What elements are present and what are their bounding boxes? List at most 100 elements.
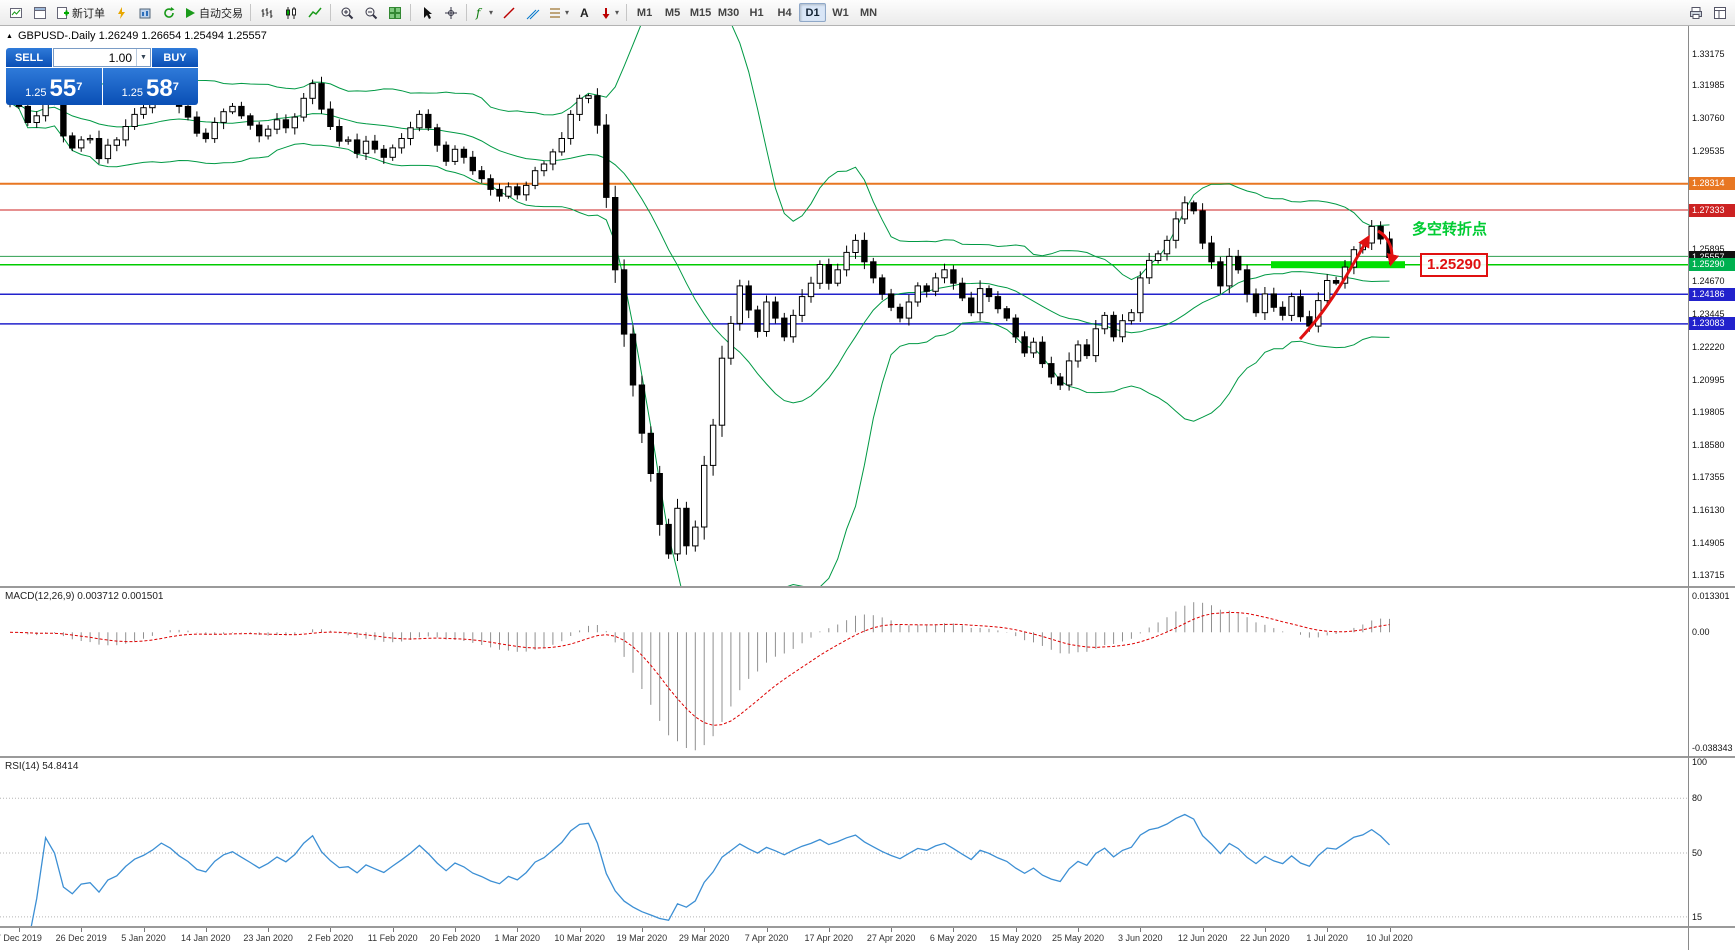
- price-axis-label: 1.29535: [1692, 146, 1725, 156]
- date-label: 2 Feb 2020: [307, 933, 354, 943]
- timeframe-button-D1[interactable]: D1: [799, 3, 827, 22]
- refresh-icon: [163, 6, 174, 18]
- date-tick: [18, 928, 20, 932]
- expand-quote-icon[interactable]: ▲: [6, 32, 13, 40]
- date-label: 19 Mar 2020: [616, 933, 668, 943]
- toolbar-right-group: [1684, 2, 1731, 23]
- price-axis-label: 1.31985: [1692, 80, 1725, 91]
- zoom-in-button[interactable]: [335, 2, 358, 23]
- date-tick: [1389, 928, 1391, 932]
- market-watch-button[interactable]: [109, 2, 132, 23]
- timeframe-button-M1[interactable]: M1: [636, 6, 653, 19]
- date-label: 26 Dec 2019: [55, 933, 107, 943]
- date-label: 7 Apr 2020: [744, 933, 789, 943]
- timeframe-button-W1[interactable]: W1: [832, 6, 849, 19]
- date-tick: [1078, 928, 1079, 932]
- toolbar-separator: [330, 4, 331, 21]
- price-axis-label: 1.19805: [1692, 406, 1725, 417]
- rsi-level-lines: [0, 797, 1688, 918]
- price-chart-panel[interactable]: ▲ GBPUSD-.Daily 1.26249 1.26654 1.25494 …: [0, 26, 1688, 588]
- macd-panel[interactable]: MACD(12,26,9) 0.003712 0.001501: [0, 588, 1688, 758]
- macd-axis-label: -0.038343: [1692, 743, 1733, 753]
- print-icon: [1689, 6, 1702, 19]
- buy-price-sup: 7: [172, 81, 179, 93]
- date-tick: [455, 928, 456, 932]
- rsi-axis-label: 80: [1692, 793, 1703, 804]
- new-order-label: 新订单: [72, 7, 105, 20]
- profiles-button[interactable]: [133, 2, 156, 23]
- volume-value[interactable]: 1.00: [108, 50, 132, 65]
- buy-price-button[interactable]: 1.25 58 7: [102, 68, 198, 105]
- toolbar-separator: [466, 4, 467, 21]
- date-label: 11 Feb 2020: [367, 933, 418, 943]
- profiles-icon: [139, 8, 150, 18]
- symbol-ohlc-text: GBPUSD-.Daily 1.26249 1.26654 1.25494 1.…: [17, 30, 267, 42]
- indicators-button[interactable]: f ▾: [471, 2, 496, 23]
- one-click-price-row: 1.25 55 7 1.25 58 7: [6, 68, 198, 105]
- text-button[interactable]: A: [573, 2, 596, 23]
- rsi-panel[interactable]: RSI(14) 54.8414: [0, 758, 1688, 928]
- zoom-in-icon: [341, 7, 353, 19]
- bar-chart-button[interactable]: [255, 2, 278, 23]
- time-axis[interactable]: 7 Dec 2019 26 Dec 2019 5 Jan 2020 14 Jan 20…: [0, 928, 1688, 950]
- line-chart-button[interactable]: [303, 2, 326, 23]
- fibonacci-icon: [550, 8, 561, 17]
- timeframe-button-M30[interactable]: M30: [717, 6, 740, 19]
- tile-windows-button[interactable]: [383, 2, 406, 23]
- price-chart-canvas[interactable]: [0, 26, 1688, 586]
- arrows-button[interactable]: ▾: [597, 2, 622, 23]
- channel-button[interactable]: [521, 2, 544, 23]
- trendline-button[interactable]: [497, 2, 520, 23]
- timeframe-button-H1[interactable]: H1: [749, 6, 764, 19]
- one-click-trading-widget: SELL 1.00 ▼ BUY 1.25 55 7 1.25 58 7: [6, 48, 198, 105]
- date-label: 15 May 2020: [989, 933, 1042, 943]
- layout-button[interactable]: [1708, 2, 1731, 23]
- date-tick: [392, 928, 394, 932]
- lightning-icon: [117, 6, 125, 19]
- svg-text:f: f: [475, 6, 483, 20]
- rsi-axis-label: 50: [1692, 848, 1703, 858]
- timeframe-button-MN[interactable]: MN: [859, 6, 878, 19]
- macd-axis-label: 0.00: [1692, 627, 1710, 638]
- buy-button[interactable]: BUY: [152, 48, 198, 67]
- crosshair-button[interactable]: [439, 2, 462, 23]
- macd-label: MACD(12,26,9) 0.003712 0.001501: [5, 591, 164, 602]
- refresh-button[interactable]: [157, 2, 180, 23]
- date-tick: [81, 928, 83, 932]
- zoom-out-button[interactable]: [359, 2, 382, 23]
- rsi-label: RSI(14) 54.8414: [5, 761, 79, 772]
- autotrading-button[interactable]: 自动交易: [181, 2, 246, 23]
- rsi-canvas[interactable]: [0, 758, 1688, 926]
- print-button[interactable]: [1684, 2, 1707, 23]
- volume-input[interactable]: 1.00 ▼: [53, 48, 151, 67]
- macd-axis[interactable]: 0.013301 0.00 -0.038343: [1688, 588, 1735, 758]
- candle-chart-button[interactable]: [279, 2, 302, 23]
- date-tick: [891, 928, 893, 932]
- price-axis-label: 1.18580: [1692, 439, 1725, 450]
- price-axis-label: 1.25895: [1692, 243, 1725, 254]
- rsi-axis[interactable]: 100 80 50 15: [1688, 758, 1735, 928]
- autotrading-label: 自动交易: [199, 7, 243, 20]
- price-callout-label[interactable]: 1.25290: [1420, 253, 1489, 277]
- turning-point-annotation[interactable]: 多空转折点: [1412, 221, 1488, 238]
- new-chart-button[interactable]: [4, 2, 27, 23]
- new-order-button[interactable]: 新订单: [52, 2, 108, 23]
- cursor-button[interactable]: [415, 2, 438, 23]
- sell-button[interactable]: SELL: [6, 48, 52, 67]
- date-label: 22 Jun 2020: [1240, 933, 1290, 943]
- crosshair-icon: [444, 6, 457, 19]
- date-tick: [641, 928, 643, 932]
- volume-dropdown-button[interactable]: ▼: [136, 49, 150, 66]
- new-order-icon: [57, 6, 69, 19]
- price-badge: 1.27333: [1689, 203, 1735, 217]
- price-axis[interactable]: 1.33175 1.31985 1.30760 1.29535 1.25895 1.246…: [1688, 26, 1735, 588]
- trend-arrow[interactable]: [1298, 229, 1400, 341]
- sell-price-button[interactable]: 1.25 55 7: [6, 68, 102, 105]
- timeframe-button-H4[interactable]: H4: [777, 6, 792, 19]
- arrows-icon: [602, 7, 610, 19]
- macd-canvas[interactable]: [0, 588, 1688, 756]
- timeframe-button-M15[interactable]: M15: [689, 6, 712, 19]
- chart-window-button[interactable]: [28, 2, 51, 23]
- fibonacci-button[interactable]: ▾: [545, 2, 572, 23]
- timeframe-button-M5[interactable]: M5: [664, 6, 681, 19]
